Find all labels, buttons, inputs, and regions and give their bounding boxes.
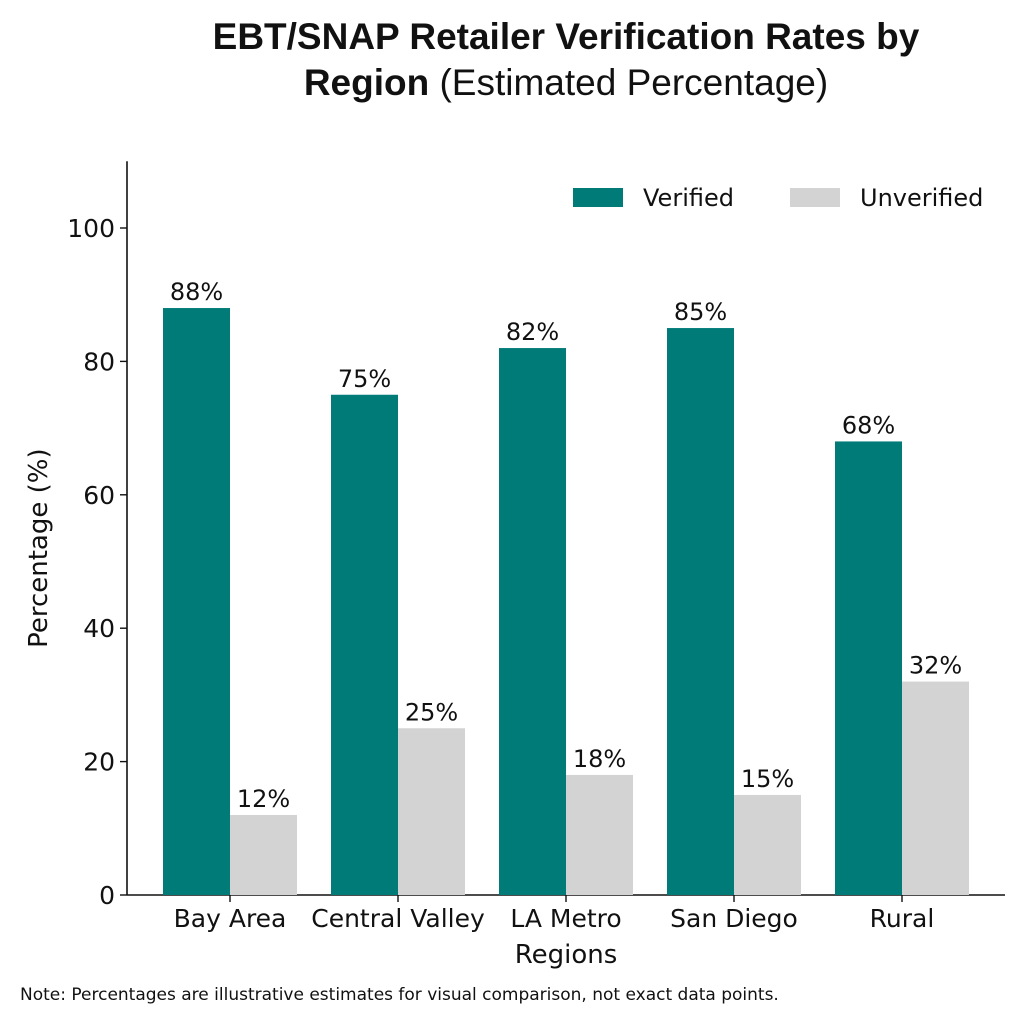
bar-verified	[163, 308, 230, 895]
legend-label: Verified	[643, 184, 734, 212]
data-label: 68%	[842, 411, 895, 439]
bar-unverified	[734, 794, 801, 895]
bar-verified	[667, 328, 734, 895]
bar-verified	[835, 441, 902, 895]
bar-verified	[499, 348, 566, 895]
x-tick-label: Bay Area	[174, 904, 287, 933]
y-tick-label: 100	[67, 214, 115, 243]
x-tick-label: Central Valley	[311, 904, 485, 933]
data-label: 12%	[237, 785, 290, 813]
y-tick-label: 0	[99, 881, 115, 910]
legend-swatch-verified	[573, 188, 623, 207]
data-label: 85%	[674, 298, 727, 326]
bar-unverified	[902, 681, 969, 895]
legend-swatch-unverified	[790, 188, 840, 207]
data-label: 32%	[909, 652, 962, 680]
y-axis-label: Percentage (%)	[24, 448, 54, 648]
data-label: 18%	[573, 745, 626, 773]
title-line2-bold: Region	[303, 62, 430, 103]
y-tick-label: 20	[83, 748, 115, 777]
data-label: 82%	[506, 318, 559, 346]
bar-unverified	[230, 814, 297, 895]
data-label: 88%	[170, 278, 223, 306]
chart-title: EBT/SNAP Retailer Verification Rates by …	[100, 14, 1024, 106]
x-tick-label: Rural	[870, 904, 935, 933]
y-tick-label: 80	[83, 347, 115, 376]
title-line1: EBT/SNAP Retailer Verification Rates by	[212, 16, 920, 57]
legend-label: Unverified	[860, 184, 983, 212]
y-tick-label: 40	[83, 614, 115, 643]
bar-unverified	[566, 774, 633, 895]
data-label: 75%	[338, 365, 391, 393]
data-label: 15%	[741, 765, 794, 793]
title-subtitle: (Estimated Percentage)	[439, 62, 829, 103]
x-axis-label: Regions	[515, 940, 618, 970]
footnote: Note: Percentages are illustrative estim…	[20, 985, 779, 1005]
data-label: 25%	[405, 698, 458, 726]
x-tick-label: LA Metro	[510, 904, 621, 933]
bar-verified	[331, 394, 398, 895]
bar-unverified	[398, 728, 465, 895]
y-tick-label: 60	[83, 481, 115, 510]
x-tick-label: San Diego	[670, 904, 798, 933]
